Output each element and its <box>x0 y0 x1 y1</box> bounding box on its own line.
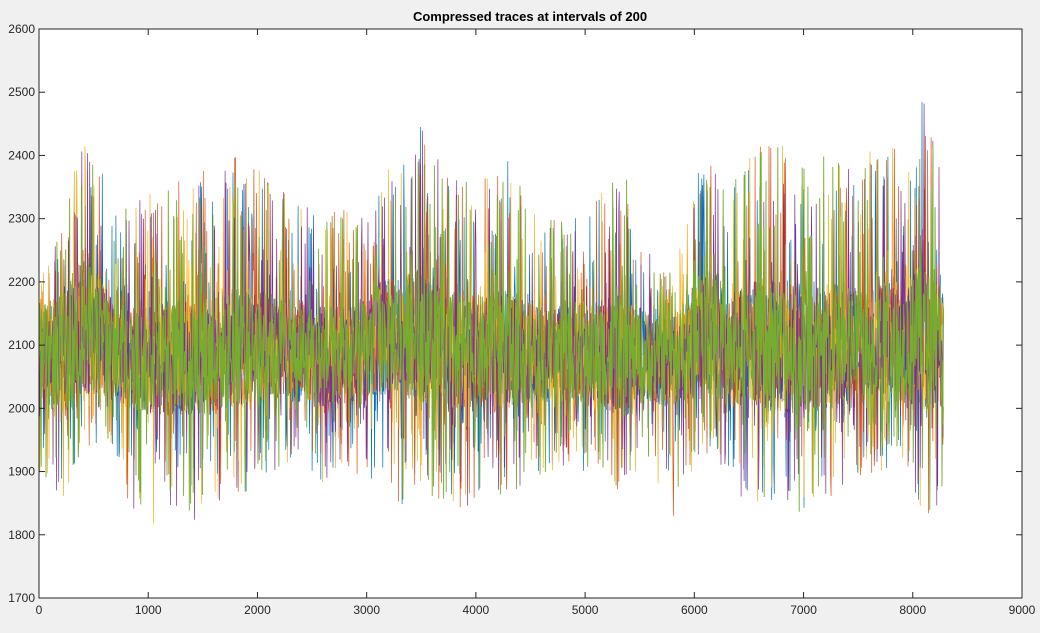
x-tick-label: 4000 <box>463 603 490 617</box>
y-tick-label: 1800 <box>8 528 35 542</box>
x-axis: 0 1000 2000 3000 4000 5000 6000 7000 8000 9000 <box>36 29 1036 617</box>
y-axis: 1700 1800 1900 2000 2100 2200 2300 2400 2500 2600 <box>8 22 1022 605</box>
trace-line <box>38 146 944 512</box>
x-tick-label: 6000 <box>681 603 708 617</box>
y-tick-label: 2400 <box>8 148 35 162</box>
y-tick-label: 2600 <box>8 22 35 36</box>
y-tick-label: 2200 <box>8 275 35 289</box>
x-tick-label: 0 <box>36 603 43 617</box>
x-tick-label: 1000 <box>135 603 162 617</box>
x-tick-label: 3000 <box>353 603 380 617</box>
x-tick-label: 5000 <box>572 603 599 617</box>
axes-box <box>38 28 1023 599</box>
chart-title: Compressed traces at intervals of 200 <box>413 9 647 24</box>
y-tick-label: 1700 <box>8 591 35 605</box>
y-tick-label: 1900 <box>8 465 35 479</box>
x-tick-label: 8000 <box>899 603 926 617</box>
y-tick-label: 2300 <box>8 212 35 226</box>
x-tick-label: 2000 <box>244 603 271 617</box>
y-tick-label: 2500 <box>8 85 35 99</box>
x-tick-label: 7000 <box>790 603 817 617</box>
y-tick-label: 2000 <box>8 401 35 415</box>
trace-lines <box>38 101 944 524</box>
x-tick-label: 9000 <box>1009 603 1036 617</box>
y-tick-label: 2100 <box>8 338 35 352</box>
